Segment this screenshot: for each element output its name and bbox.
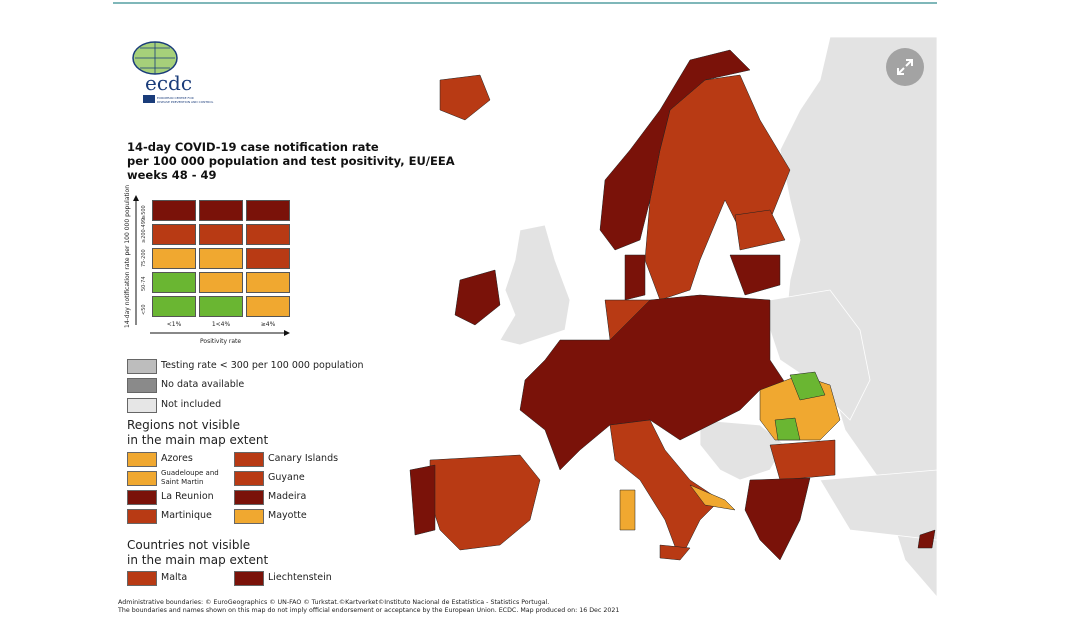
region-spain [429,454,541,551]
regions-heading-1: Regions not visible [127,418,240,432]
matrix-row-label: <50 [141,304,147,315]
matrix-cell [152,248,196,269]
region-italy [609,419,721,561]
matrix-cell [199,248,243,269]
legend-swatch [127,490,157,505]
matrix-cell [246,296,290,317]
expand-button[interactable] [886,48,924,86]
matrix-cell [199,200,243,221]
legend-label: Malta [161,572,188,583]
title-line-3: weeks 48 - 49 [127,168,217,182]
matrix-x-label: Positivity rate [200,338,242,345]
title-line-2: per 100 000 population and test positivi… [127,154,455,168]
matrix-cell [246,248,290,269]
region-estonia-latvia [734,209,786,251]
legend-no-data: No data available [161,379,245,390]
footer-line-1: Administrative boundaries: © EuroGeograp… [118,599,550,606]
matrix-row-label: 50-74 [141,276,147,291]
footer-credits: Administrative boundaries: © EuroGeograp… [118,599,619,615]
expand-arrows-icon [897,59,913,75]
region-turkey [819,469,938,541]
matrix-cell [199,296,243,317]
region-romania-green-ne [789,371,826,401]
ecdc-logo: ecdc EUROPEAN CENTRE FOR DISEASE PREVENT… [125,38,215,108]
matrix-row-label: ≥200-499 [141,217,147,243]
region-iceland [439,74,491,121]
legend-label: Martinique [161,510,212,521]
y-axis-arrow [133,195,139,325]
svg-text:DISEASE PREVENTION AND CONTROL: DISEASE PREVENTION AND CONTROL [157,100,214,104]
swatch-not-included [127,398,157,413]
footer-line-2: The boundaries and names shown on this m… [118,607,620,614]
countries-heading-1: Countries not visible [127,538,251,552]
regions-heading: Regions not visible in the main map exte… [127,418,268,448]
legend-swatch [127,509,157,524]
x-axis-arrow [150,330,290,336]
regions-heading-2: in the main map extent [127,433,269,447]
legend-swatch [234,509,264,524]
matrix-cell [152,272,196,293]
region-norway [599,49,751,251]
region-central-europe [519,294,791,471]
region-romania-green-s [774,417,801,441]
region-belarus-ukraine [769,289,871,421]
region-portugal [409,464,436,536]
legend-swatch [234,571,264,586]
map-title: 14-day COVID-19 case notification rate p… [127,140,455,182]
legend-swatch [127,471,157,486]
svg-text:EUROPEAN CENTRE FOR: EUROPEAN CENTRE FOR [157,96,194,100]
region-ireland [454,269,501,326]
legend-label: La Reunion [161,491,214,502]
legend-swatch [234,490,264,505]
region-denmark [624,254,646,301]
matrix-cell [246,224,290,245]
region-sicily [659,544,691,561]
matrix-cell [152,200,196,221]
legend-label: Mayotte [268,510,307,521]
legend-label: Liechtenstein [268,572,332,583]
matrix-cell [199,272,243,293]
legend-testing-low: Testing rate < 300 per 100 000 populatio… [161,360,364,371]
matrix-col-label: 1<4% [211,321,231,328]
countries-heading: Countries not visible in the main map ex… [127,538,268,568]
region-cyprus [917,529,936,549]
legend-swatch [127,571,157,586]
top-divider [113,2,937,4]
legend-matrix [152,200,290,317]
legend-label: Canary Islands [268,453,339,464]
region-lithuania [729,254,781,296]
legend-label: Madeira [268,491,307,502]
region-greece [744,477,811,561]
legend-swatch [234,452,264,467]
countries-heading-2: in the main map extent [127,553,269,567]
region-uk [499,224,571,346]
region-balkans [699,419,786,481]
legend-swatch [234,471,264,486]
region-sardinia [619,489,636,531]
legend-label: Guyane [268,472,305,483]
matrix-cell [199,224,243,245]
title-line-1: 14-day COVID-19 case notification rate [127,140,379,154]
region-bulgaria [769,439,836,481]
matrix-cell [246,272,290,293]
legend-label: Azores [161,453,193,464]
legend-swatch [127,452,157,467]
legend-label: Guadeloupe and Saint Martin [161,469,219,486]
matrix-row-label: 75-200 [141,249,147,267]
legend-not-included: Not included [161,399,222,410]
matrix-cell [246,200,290,221]
swatch-testing-low [127,359,157,374]
matrix-col-label: <1% [166,321,182,328]
region-italy-south [689,484,736,511]
swatch-no-data [127,378,157,393]
region-sweden-finland [644,74,791,301]
matrix-y-label: 14-day notification rate per 100 000 pop… [124,184,131,328]
matrix-col-label: ≥4% [260,321,276,328]
matrix-cell [152,296,196,317]
logo-text: ecdc [145,71,192,95]
matrix-cell [152,224,196,245]
